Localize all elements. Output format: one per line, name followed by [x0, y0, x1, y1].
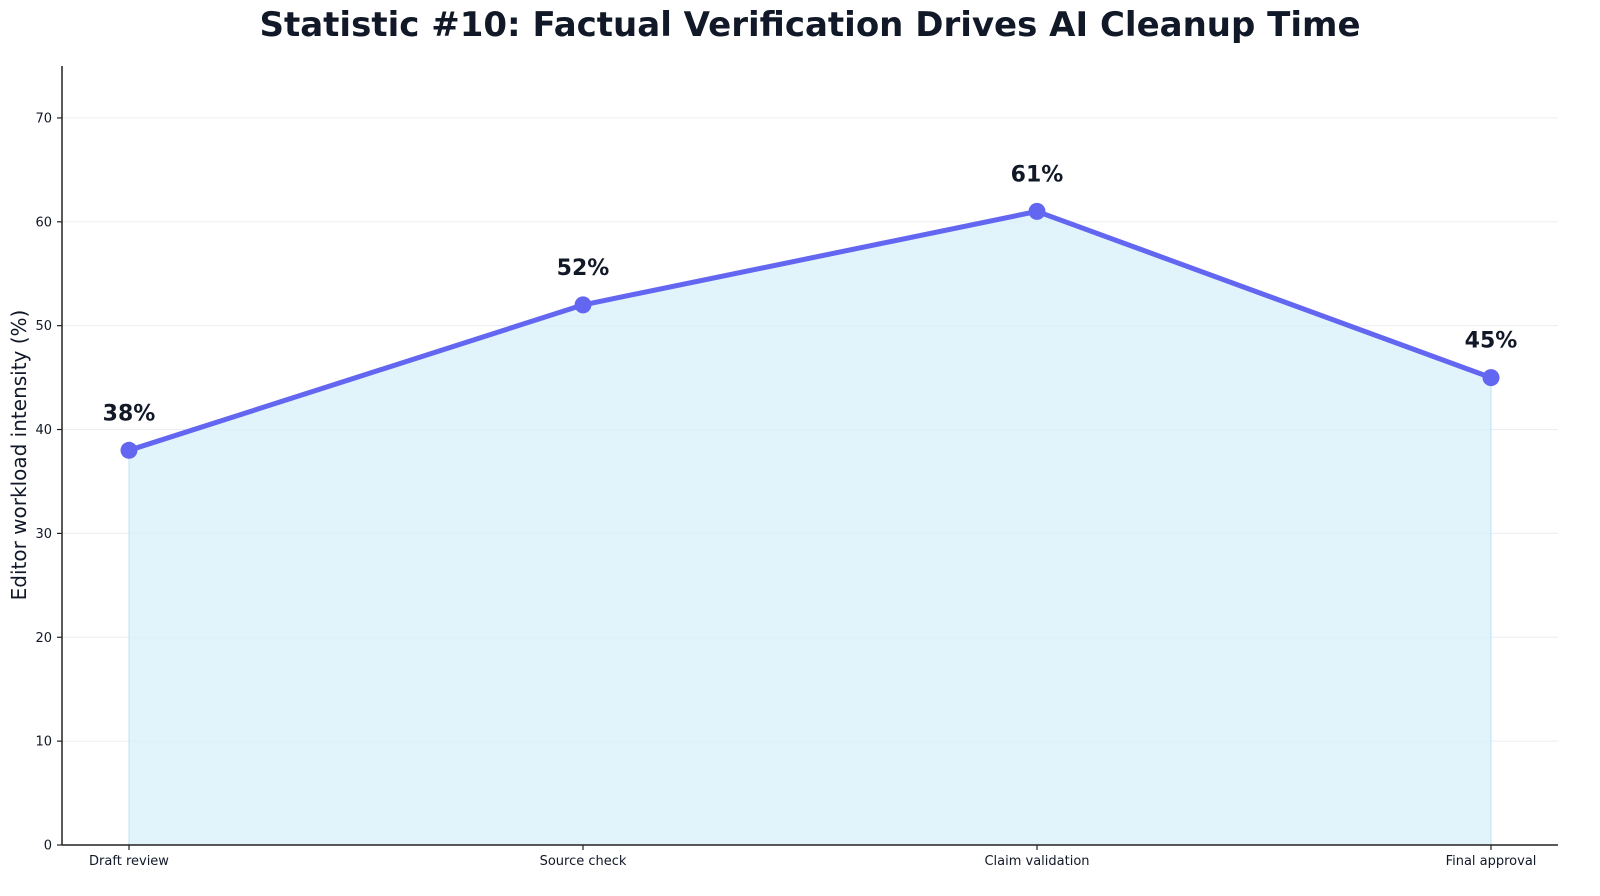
area-fill-layer — [128, 210, 1492, 846]
data-point-3 — [1482, 369, 1500, 387]
data-label-0: 38% — [103, 401, 156, 426]
y-tick-label-60: 60 — [35, 215, 52, 230]
series-line-layer — [126, 208, 1494, 453]
y-tick-label-20: 20 — [35, 631, 52, 646]
x-tick-label-1: Source check — [540, 854, 627, 869]
data-point-2 — [1028, 202, 1046, 220]
data-labels: 38% 52% 61% 45% — [103, 162, 1518, 426]
y-tick-label-50: 50 — [35, 319, 52, 334]
series-line — [126, 208, 1494, 453]
data-point-0 — [120, 441, 138, 459]
data-points — [120, 202, 1500, 459]
y-axis-label: Editor workload intensity (%) — [7, 310, 31, 601]
y-tick-label-70: 70 — [35, 111, 52, 126]
data-point-1 — [574, 296, 592, 314]
x-tick-label-3: Final approval — [1446, 854, 1537, 869]
axes — [61, 66, 1558, 846]
y-tick-label-30: 30 — [35, 527, 52, 542]
area-fill — [128, 210, 1492, 846]
y-tick-label-10: 10 — [35, 735, 52, 750]
y-tick-label-0: 0 — [44, 839, 52, 854]
x-axis-ticks: Draft review Source check Claim validation… — [89, 845, 1536, 869]
x-tick-label-0: Draft review — [89, 854, 169, 869]
y-tick-label-40: 40 — [35, 423, 52, 438]
data-label-2: 61% — [1011, 162, 1064, 187]
data-label-1: 52% — [557, 256, 610, 281]
x-tick-label-2: Claim validation — [984, 854, 1089, 869]
y-axis-ticks: 0 10 20 30 40 50 60 70 — [35, 111, 62, 854]
data-label-3: 45% — [1465, 329, 1518, 354]
chart-title: Statistic #10: Factual Verification Driv… — [260, 5, 1361, 45]
